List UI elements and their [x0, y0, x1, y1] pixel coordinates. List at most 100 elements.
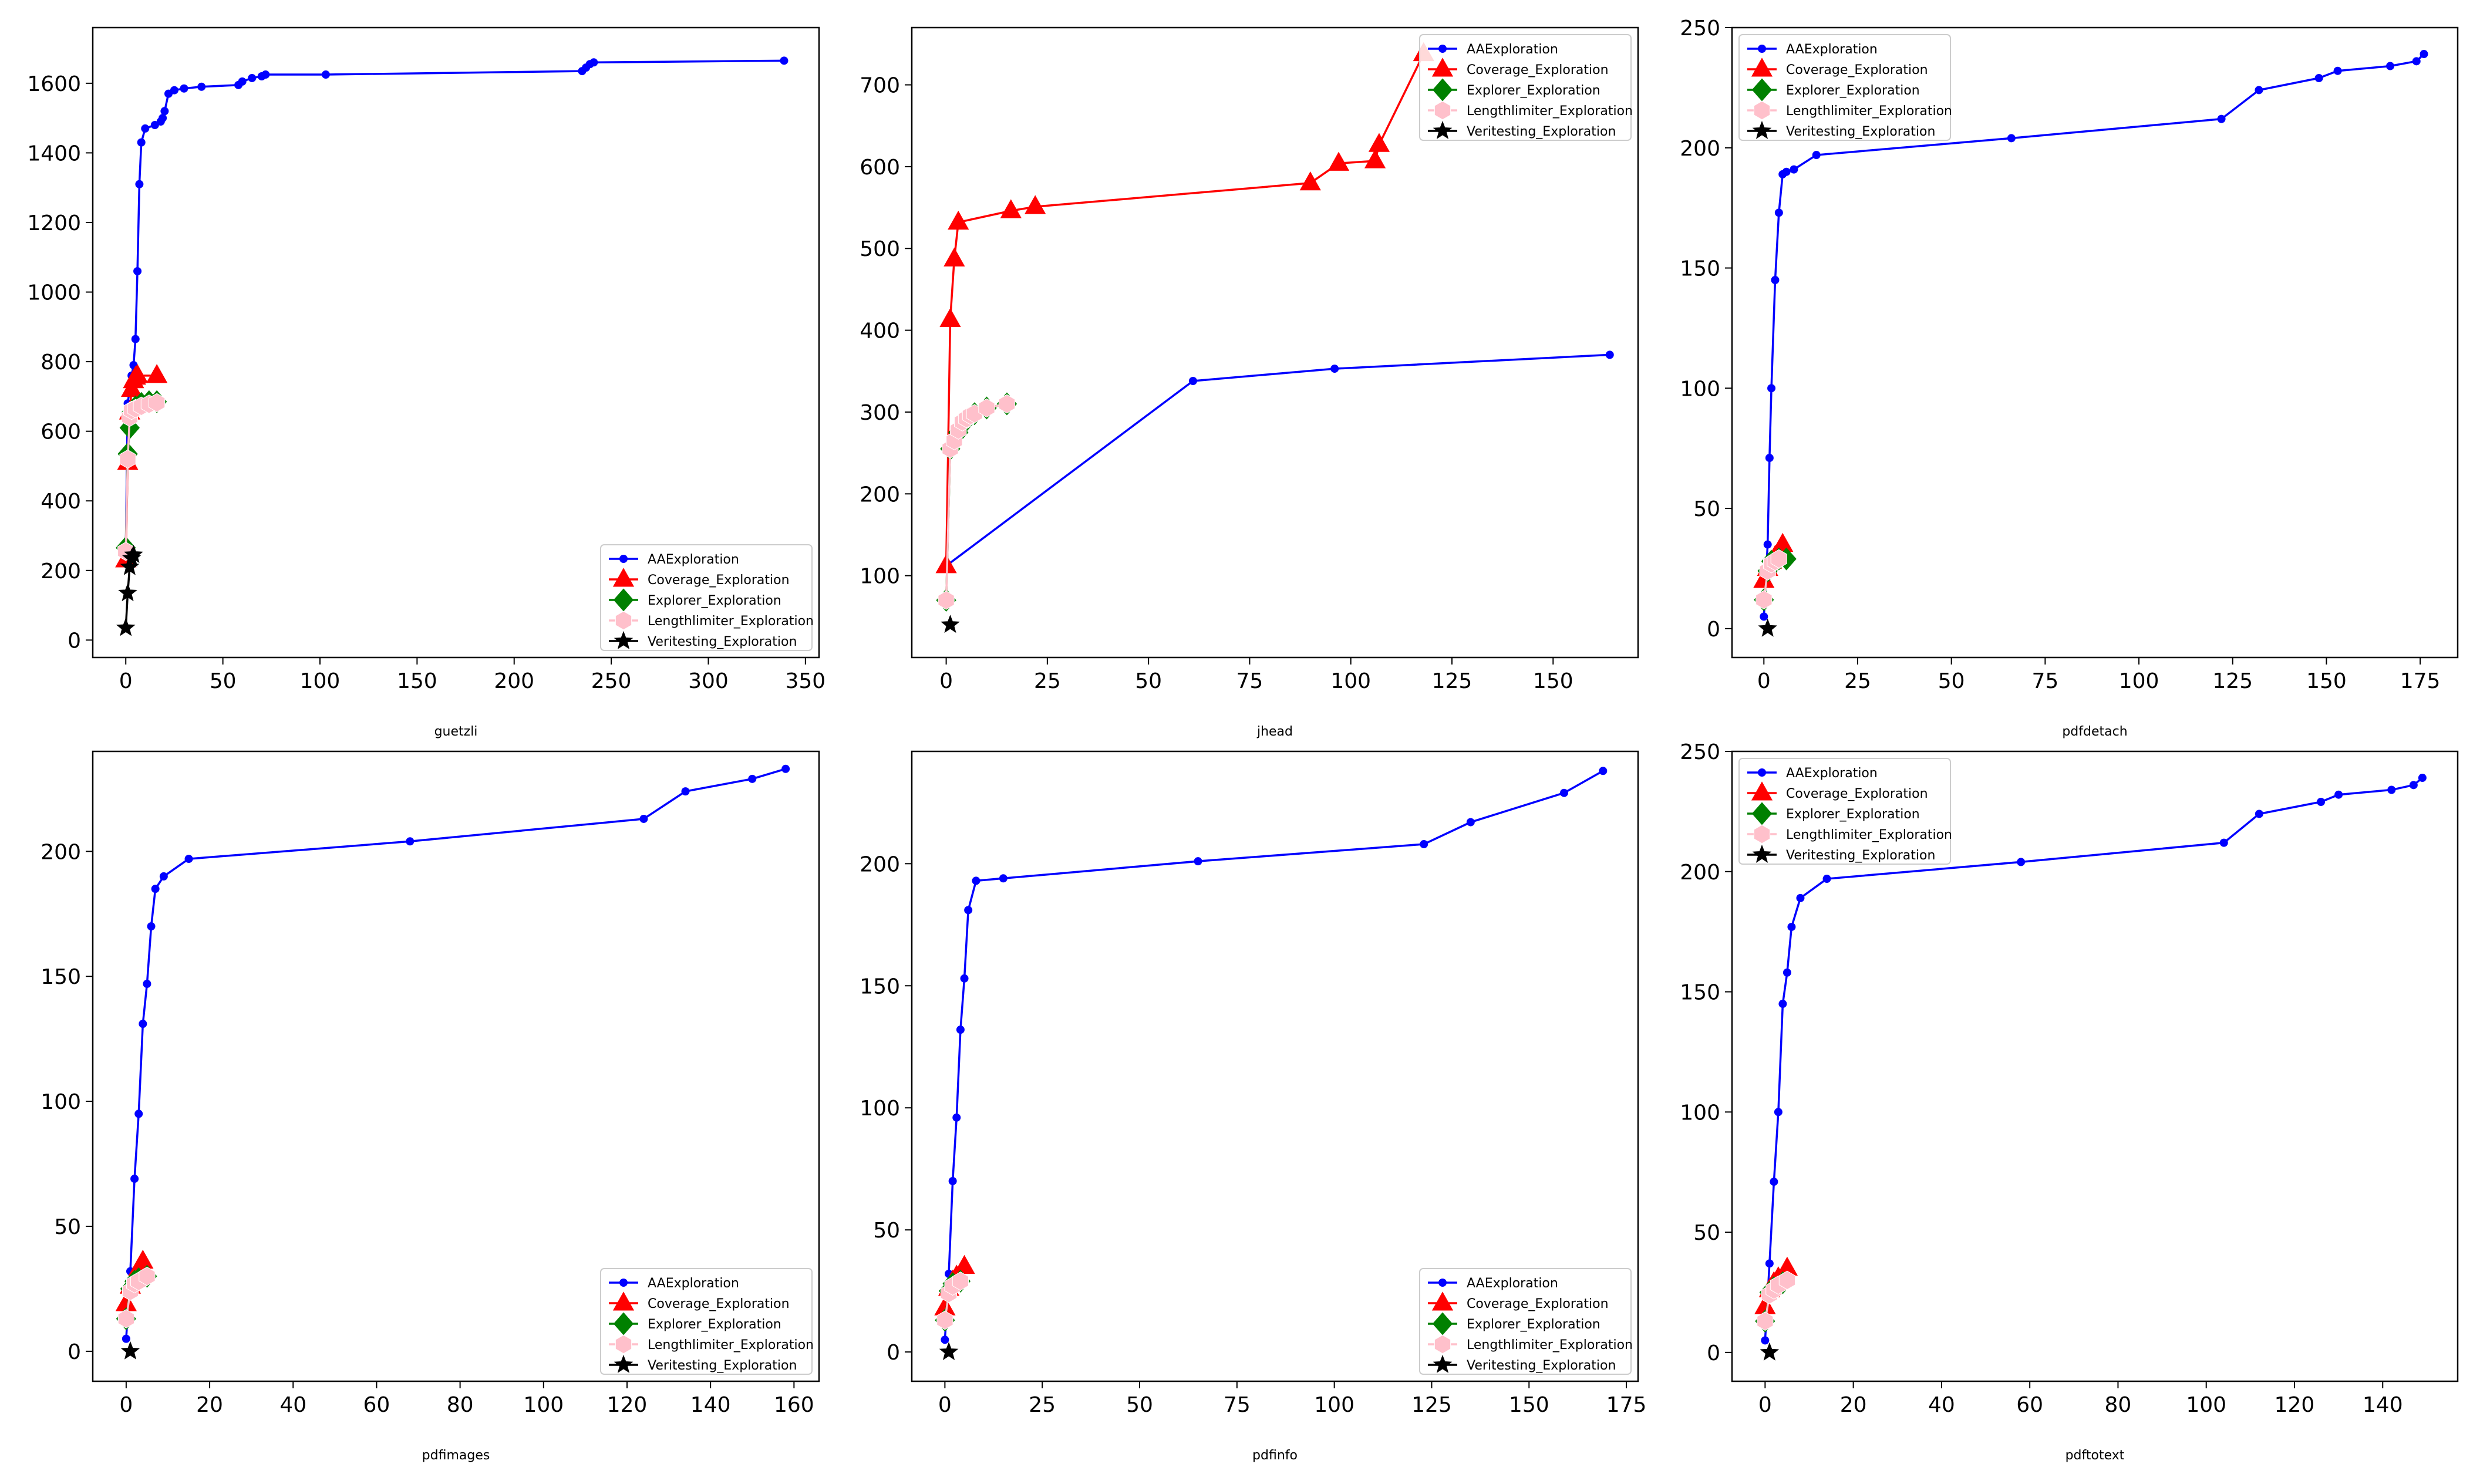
x-tick-label: 125: [2212, 669, 2253, 693]
axes-frame: [911, 750, 1639, 1382]
series-Veritesting_Exploration: [1760, 1342, 1780, 1361]
x-axis-label: pdfinfo: [1252, 1448, 1298, 1463]
series-Lengthlimiter_Exploration: [1755, 549, 1787, 610]
legend-entry: Coverage_Exploration: [1786, 63, 1928, 77]
data-point: [781, 764, 790, 773]
legend-marker: [1751, 781, 1773, 801]
x-axis-label: guetzli: [434, 724, 478, 739]
series-AAExploration: [941, 767, 1608, 1344]
data-point: [1758, 618, 1777, 637]
series-Veritesting_Exploration: [116, 544, 143, 636]
data-point: [1364, 149, 1386, 168]
data-point: [159, 114, 167, 123]
data-point: [184, 855, 193, 864]
legend-entry: Veritesting_Exploration: [1786, 124, 1935, 139]
data-point: [1770, 549, 1787, 569]
x-tick-label: 100: [2186, 1393, 2226, 1417]
legend-entry: Explorer_Exploration: [1467, 1317, 1600, 1332]
data-point: [1194, 857, 1202, 866]
data-point: [261, 70, 270, 79]
legend-entry: Veritesting_Exploration: [648, 1358, 797, 1373]
legend-entry: Veritesting_Exploration: [1467, 1358, 1616, 1373]
data-point: [139, 1266, 156, 1286]
legend-box: [600, 544, 813, 651]
legend-entry: Explorer_Exploration: [648, 593, 781, 608]
data-point: [748, 774, 757, 783]
data-point: [2217, 114, 2226, 123]
data-point: [2007, 134, 2016, 143]
y-tick-label: 200: [1680, 861, 1720, 885]
x-tick-label: 175: [1606, 1393, 1647, 1417]
data-point: [119, 449, 136, 469]
y-tick-label: 1000: [27, 281, 81, 305]
legend-entry: Explorer_Exploration: [1786, 83, 1920, 98]
data-point: [639, 814, 648, 823]
data-point: [117, 1309, 135, 1328]
legend-marker: [1758, 768, 1766, 777]
data-point: [1599, 767, 1608, 775]
data-point: [2317, 798, 2326, 807]
series-Lengthlimiter_Exploration: [117, 1266, 156, 1328]
legend-entry: Veritesting_Exploration: [648, 635, 797, 649]
legend: AAExploration Coverage_Exploration Explore…: [1419, 34, 1633, 141]
data-point: [960, 974, 969, 983]
y-tick-label: 200: [860, 852, 900, 876]
axes-frame: [1731, 750, 2459, 1382]
series-Lengthlimiter_Exploration: [1757, 1270, 1796, 1331]
y-tick-label: 50: [873, 1219, 900, 1243]
legend-marker: [1758, 45, 1766, 53]
subplot-pdftotext: 0 20 40 60 80 100 120 140 0 50 100 150 200 250 pdftote…: [1680, 740, 2459, 1463]
data-point: [2387, 785, 2396, 794]
data-point: [948, 210, 969, 230]
subplot-guetzli: 0 50 100 150 200 250 300 350 0 200 400 600 800 1000 12…: [27, 26, 825, 739]
data-point: [1765, 1259, 1774, 1268]
x-tick-label: 100: [523, 1393, 564, 1417]
data-point: [1757, 1311, 1774, 1331]
data-point: [120, 1341, 140, 1360]
x-tick-label: 75: [1224, 1393, 1251, 1417]
x-axis-label: pdfimages: [422, 1448, 490, 1463]
y-tick-label: 150: [1680, 981, 1720, 1005]
data-point: [180, 84, 188, 93]
x-axis-label: pdfdetach: [2062, 724, 2127, 739]
x-tick-label: 0: [939, 669, 953, 693]
x-tick-label: 80: [447, 1393, 474, 1417]
x-tick-label: 160: [774, 1393, 814, 1417]
y-tick-label: 100: [41, 1090, 81, 1114]
y-tick-label: 0: [1707, 618, 1720, 642]
x-tick-label: 125: [1411, 1393, 1452, 1417]
legend-entry: Explorer_Exploration: [1467, 83, 1600, 98]
data-point: [137, 138, 146, 147]
y-tick-label: 1600: [27, 72, 81, 96]
data-point: [1025, 195, 1046, 214]
data-point: [1000, 199, 1022, 218]
data-point: [936, 1310, 953, 1330]
data-point: [941, 615, 960, 633]
legend-box: [1738, 34, 1951, 141]
x-tick-label: 75: [1236, 669, 1263, 693]
data-point: [1299, 171, 1321, 191]
data-point: [1761, 1336, 1770, 1345]
data-point: [2420, 50, 2428, 59]
legend-entry: Explorer_Exploration: [648, 1317, 781, 1332]
data-point: [956, 1026, 965, 1034]
legend-marker: [1433, 120, 1453, 139]
data-point: [941, 1335, 949, 1344]
x-tick-label: 40: [1928, 1393, 1955, 1417]
legend-entry: Lengthlimiter_Exploration: [1786, 104, 1952, 119]
y-tick-label: 700: [860, 74, 900, 98]
data-point: [2334, 790, 2343, 799]
data-point: [1774, 1108, 1782, 1117]
y-tick-label: 150: [860, 974, 900, 999]
x-tick-label: 100: [2119, 669, 2159, 693]
legend-entry: Lengthlimiter_Exploration: [648, 614, 814, 629]
data-point: [124, 544, 143, 563]
data-point: [1774, 208, 1783, 217]
data-point: [2409, 781, 2418, 790]
data-point: [2418, 774, 2427, 783]
subplot-pdfdetach: 0 25 50 75 100 125 150 175 0 50 100 150 200 250 pdfdet…: [1680, 16, 2459, 739]
data-point: [1767, 384, 1776, 393]
legend-entry: Coverage_Exploration: [1786, 787, 1928, 801]
y-tick-label: 1400: [27, 141, 81, 166]
